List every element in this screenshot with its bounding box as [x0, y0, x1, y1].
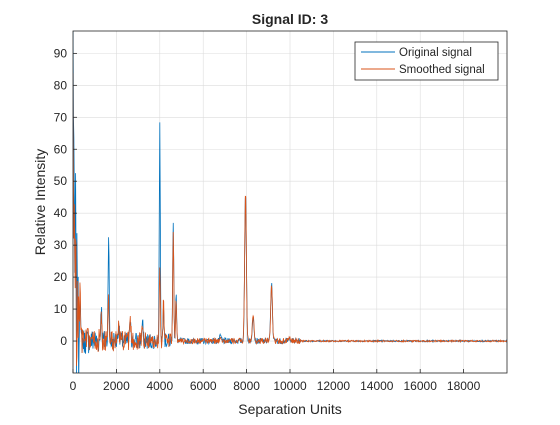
x-tick-label: 6000 [190, 379, 217, 393]
y-tick-label: 20 [54, 270, 68, 284]
y-tick-label: 80 [54, 78, 68, 92]
y-axis-label: Relative Intensity [32, 149, 48, 256]
series-line-smoothed-signal [73, 73, 507, 366]
y-tick-label: 0 [60, 334, 67, 348]
x-tick-label: 8000 [233, 379, 260, 393]
x-tick-label: 2000 [103, 379, 130, 393]
legend-label-smoothed: Smoothed signal [399, 64, 485, 76]
x-tick-label: 18000 [447, 379, 481, 393]
y-tick-label: 30 [54, 238, 68, 252]
y-tick-label: 90 [54, 46, 68, 60]
x-tick-label: 16000 [404, 379, 438, 393]
series-line-original-signal [73, 31, 507, 373]
x-tick-label: 10000 [273, 379, 307, 393]
y-tick-label: 50 [54, 174, 68, 188]
legend: Original signal Smoothed signal [354, 41, 499, 81]
y-tick-label: 10 [54, 302, 68, 316]
legend-label-original: Original signal [399, 47, 472, 59]
x-tick-label: 4000 [146, 379, 173, 393]
y-tick-label: 40 [54, 206, 68, 220]
series-layer [73, 31, 507, 373]
x-tick-label: 12000 [317, 379, 351, 393]
chart-title: Signal ID: 3 [252, 11, 328, 27]
ticks: 0 2000 4000 6000 8000 10000 12000 14000 16000 180… [54, 46, 481, 393]
x-axis-label: Separation Units [238, 401, 342, 417]
x-tick-label: 14000 [360, 379, 394, 393]
legend-box [354, 41, 499, 81]
y-tick-label: 70 [54, 110, 68, 124]
x-tick-label: 0 [70, 379, 77, 393]
y-tick-label: 60 [54, 142, 68, 156]
